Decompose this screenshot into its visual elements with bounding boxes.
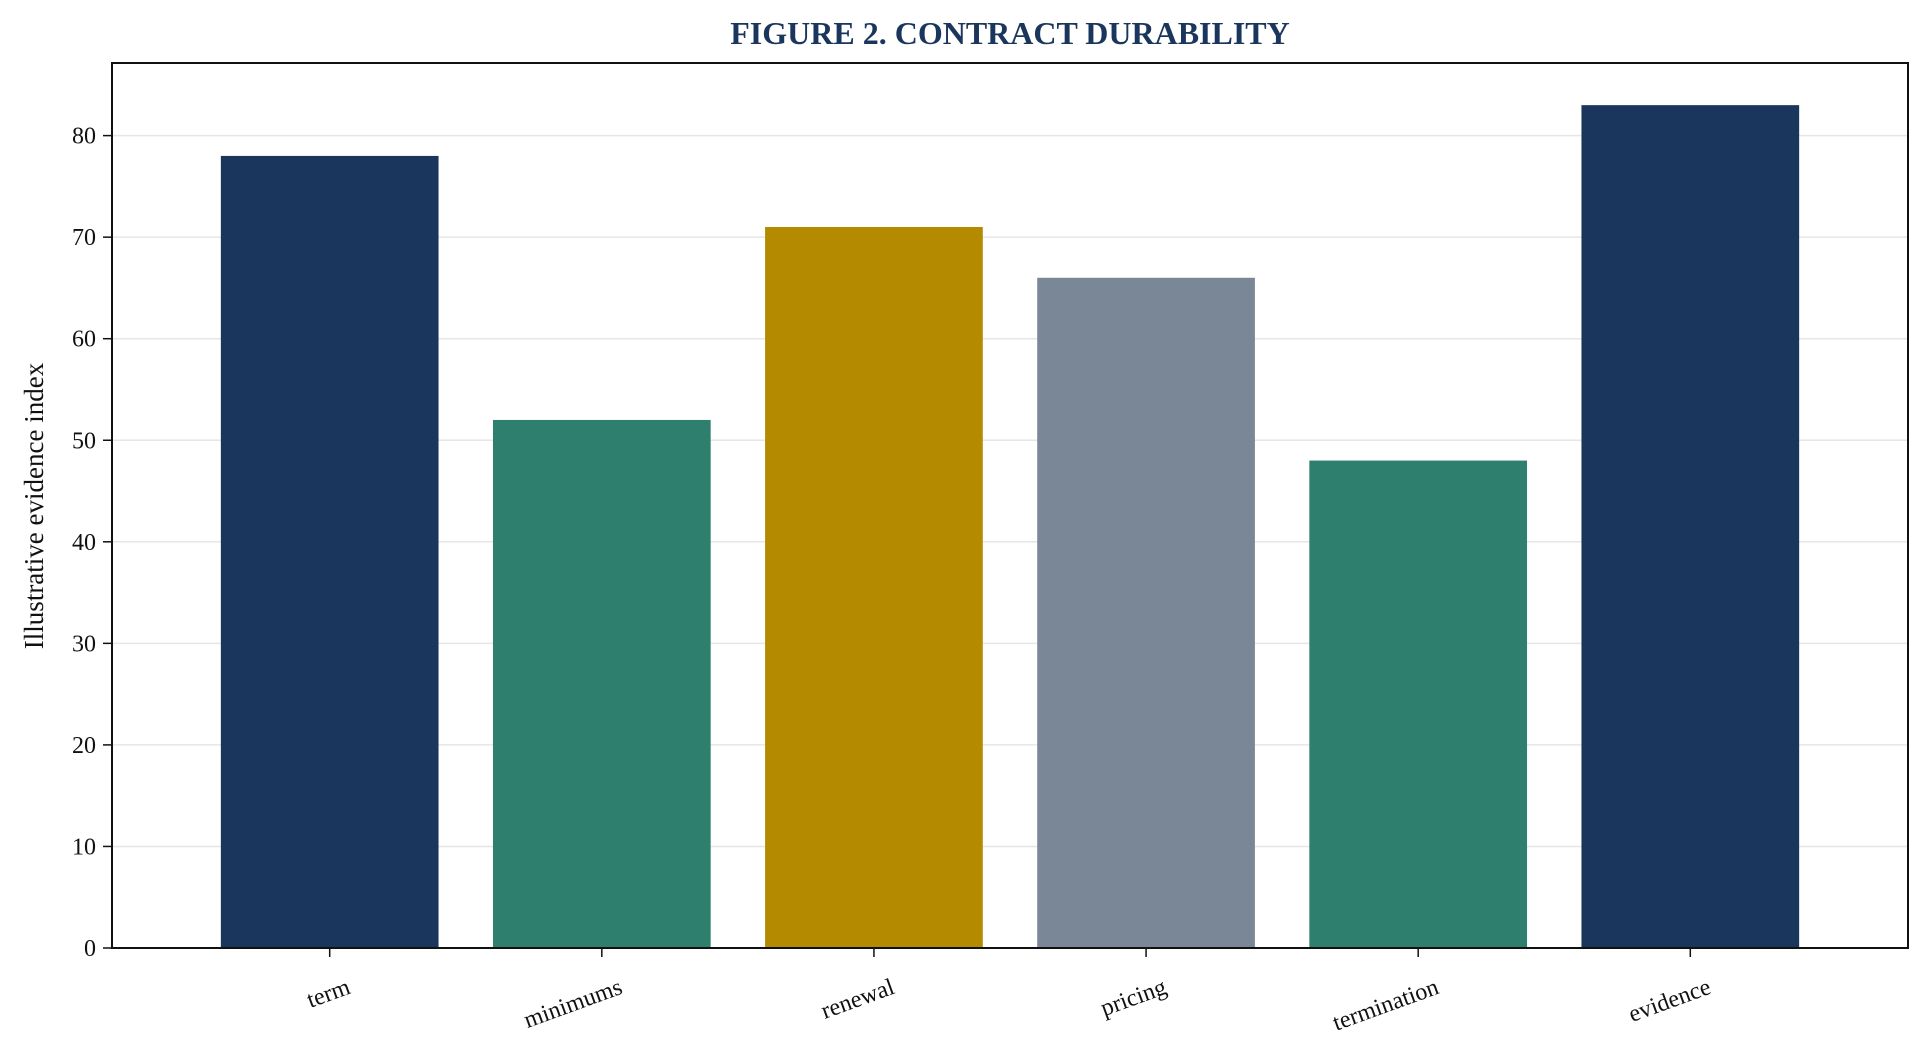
y-axis: 0 10 20 30 40 50 60 70 80: [72, 124, 112, 962]
bars: [220, 105, 1800, 949]
y-tick-label: 40: [72, 530, 96, 556]
x-axis: term minimums renewal pricing termination evi…: [304, 948, 1714, 1036]
bar-term: [220, 155, 439, 949]
y-tick-label: 0: [84, 936, 96, 962]
bar-evidence: [1581, 105, 1800, 948]
y-tick-label: 70: [72, 225, 96, 251]
bar-renewal: [765, 227, 983, 949]
bar-minimums: [492, 419, 711, 948]
x-tick-label: minimums: [520, 974, 625, 1034]
x-tick-label: pricing: [1097, 974, 1170, 1022]
x-tick-label: termination: [1329, 974, 1442, 1036]
y-axis-label: Illustrative evidence index: [19, 362, 49, 649]
bar-pricing: [1037, 277, 1255, 948]
y-tick-label: 30: [72, 631, 96, 657]
x-tick-label: term: [304, 974, 355, 1014]
y-tick-label: 10: [72, 834, 96, 860]
y-tick-label: 20: [72, 733, 96, 759]
chart-title: FIGURE 2. CONTRACT DURABILITY: [730, 15, 1289, 51]
y-tick-label: 60: [72, 327, 96, 353]
x-tick-label: renewal: [818, 974, 899, 1025]
y-tick-label: 50: [72, 428, 96, 454]
x-tick-label: evidence: [1625, 974, 1714, 1028]
bar-termination: [1309, 460, 1528, 948]
plot-frame: [111, 62, 1909, 949]
y-tick-label: 80: [72, 124, 96, 150]
